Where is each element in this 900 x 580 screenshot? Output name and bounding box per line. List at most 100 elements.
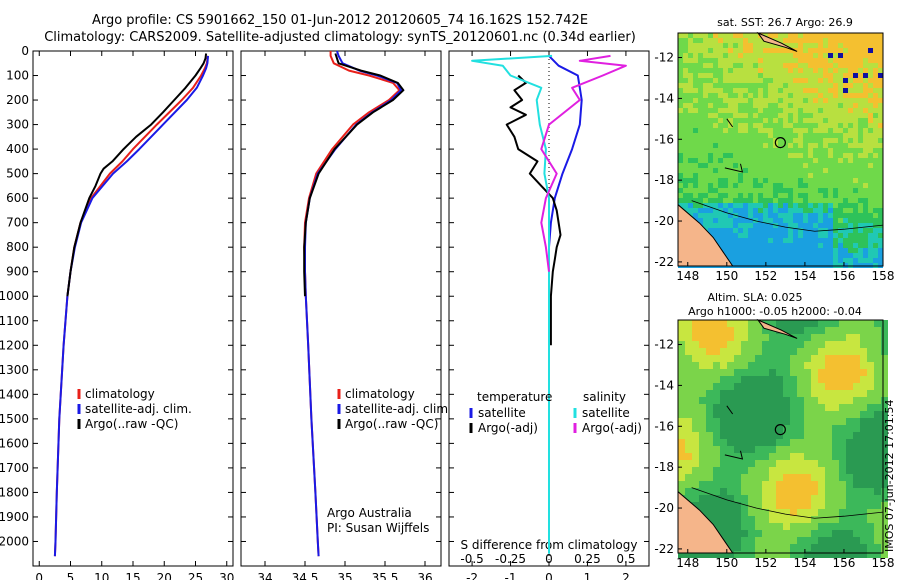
sla-ytick-label: -12 xyxy=(654,338,674,352)
sla-xtick-label: 150 xyxy=(715,556,738,570)
sst-reef xyxy=(726,118,734,128)
sla-xtick-label: 156 xyxy=(832,556,855,570)
sla-reef xyxy=(726,405,734,415)
sla-contour xyxy=(691,487,884,519)
sst-title: sat. SST: 26.7 Argo: 26.9 xyxy=(717,16,853,29)
temp-ytick-label: 600 xyxy=(6,191,29,205)
temp-legend-label: satellite-adj. clim. xyxy=(85,402,192,416)
temp-xtick-label: 0 xyxy=(35,571,43,580)
diff-s-tick-label: 0 xyxy=(545,552,553,566)
sal-xtick-label: 34.5 xyxy=(292,571,319,580)
diff-s-tick-label: 0.25 xyxy=(574,552,601,566)
sal-annotation: Argo Australia xyxy=(327,506,412,520)
sst-ytick-label: -14 xyxy=(654,91,674,105)
sla-ytick-label: -18 xyxy=(654,460,674,474)
diff-s-tick-label: 0.5 xyxy=(616,552,635,566)
temp-ytick-label: 1300 xyxy=(0,363,29,377)
sst-xtick-label: 148 xyxy=(676,269,699,283)
sla-subtitle: Argo h1000: -0.05 h2000: -0.04 xyxy=(688,305,862,318)
imos-timestamp: IMOS 07-Jun-2012 17:01:54 xyxy=(883,399,896,552)
temp-series-satellite-adj xyxy=(53,55,209,557)
temp-ytick-label: 0 xyxy=(21,44,29,58)
diff-legend-t-title: temperature xyxy=(477,390,552,404)
temp-ytick-label: 1200 xyxy=(0,338,29,352)
temp-ytick-label: 400 xyxy=(6,142,29,156)
temp-xtick-label: 30 xyxy=(219,571,234,580)
sla-reef xyxy=(724,450,744,460)
sal-series-argo xyxy=(303,53,405,297)
diff-s-tick-label: -0.5 xyxy=(460,552,483,566)
sla-xtick-label: 154 xyxy=(793,556,816,570)
temp-ytick-label: 1600 xyxy=(0,436,29,450)
sla-title: Altim. SLA: 0.025 xyxy=(707,291,802,304)
sst-contour xyxy=(691,200,884,232)
sal-legend-label: satellite-adj. clim. xyxy=(345,402,452,416)
temp-ytick-label: 900 xyxy=(6,265,29,279)
diff-legend-t-label: Argo(-adj) xyxy=(478,421,538,435)
temp-ytick-label: 1900 xyxy=(0,510,29,524)
sst-ytick-label: -16 xyxy=(654,132,674,146)
sla-xtick-label: 158 xyxy=(872,556,895,570)
sal-legend-label: climatology xyxy=(345,387,415,401)
sal-frame xyxy=(240,50,442,567)
diff-xtick-label: 1 xyxy=(584,571,592,580)
sst-ytick-label: -20 xyxy=(654,214,674,228)
temp-legend-label: Argo(..raw -QC) xyxy=(85,417,178,431)
diff-series-t-argo-adj- xyxy=(505,74,562,346)
sst-ytick-label: -22 xyxy=(654,255,674,269)
sla-xtick-label: 152 xyxy=(754,556,777,570)
temp-ytick-label: 100 xyxy=(6,69,29,83)
sal-legend-label: Argo(..raw -QC) xyxy=(345,417,438,431)
temp-ytick-label: 1400 xyxy=(0,387,29,401)
sal-xtick-label: 34 xyxy=(257,571,272,580)
temp-ytick-label: 1700 xyxy=(0,461,29,475)
temp-xtick-label: 20 xyxy=(157,571,172,580)
sla-ytick-label: -20 xyxy=(654,501,674,515)
temp-ytick-label: 300 xyxy=(6,118,29,132)
sal-xtick-label: 36 xyxy=(417,571,432,580)
diff-xtick-label: -1 xyxy=(505,571,517,580)
diff-xtick-label: 2 xyxy=(622,571,630,580)
diff-s-tick-label: -0.25 xyxy=(495,552,526,566)
sla-ytick-label: -22 xyxy=(654,542,674,556)
temp-ytick-label: 1500 xyxy=(0,412,29,426)
sla-frame xyxy=(677,319,884,554)
sal-xtick-label: 35.5 xyxy=(372,571,399,580)
sst-ytick-label: -12 xyxy=(654,51,674,65)
temp-xtick-label: 15 xyxy=(125,571,140,580)
temp-legend-label: climatology xyxy=(85,387,155,401)
temp-ytick-label: 1800 xyxy=(0,485,29,499)
sla-ytick-label: -14 xyxy=(654,378,674,392)
sla-island xyxy=(756,318,798,339)
temp-ytick-label: 1100 xyxy=(0,314,29,328)
diff-xtick-label: 0 xyxy=(545,571,553,580)
temp-ytick-label: 1000 xyxy=(0,289,29,303)
sla-argo-marker xyxy=(774,423,786,436)
sst-xtick-label: 154 xyxy=(793,269,816,283)
temp-series-argo xyxy=(66,53,208,297)
sst-xtick-label: 156 xyxy=(832,269,855,283)
header-line2: Climatology: CARS2009. Satellite-adjuste… xyxy=(44,30,636,45)
sst-xtick-label: 150 xyxy=(715,269,738,283)
sst-reef xyxy=(724,163,744,173)
diff-series-s-argo-adj- xyxy=(540,54,627,272)
temp-ytick-label: 500 xyxy=(6,167,29,181)
diff-series-s-satellite xyxy=(471,54,553,554)
sst-island xyxy=(756,31,798,52)
temp-ytick-label: 200 xyxy=(6,93,29,107)
sla-xtick-label: 148 xyxy=(676,556,699,570)
sst-argo-marker xyxy=(774,136,786,149)
diff-legend-s-label: satellite xyxy=(582,406,630,420)
temp-xtick-label: 25 xyxy=(188,571,203,580)
temp-ytick-label: 2000 xyxy=(0,534,29,548)
header-line1: Argo profile: CS 5901662_150 01-Jun-2012… xyxy=(91,13,589,28)
sst-xtick-label: 158 xyxy=(872,269,895,283)
temp-frame xyxy=(32,50,234,567)
sst-frame xyxy=(677,32,884,267)
sal-annotation: PI: Susan Wijffels xyxy=(327,521,429,535)
temp-ytick-label: 700 xyxy=(6,216,29,230)
sla-ytick-label: -16 xyxy=(654,419,674,433)
temp-ytick-label: 800 xyxy=(6,240,29,254)
sal-xtick-label: 35 xyxy=(337,571,352,580)
